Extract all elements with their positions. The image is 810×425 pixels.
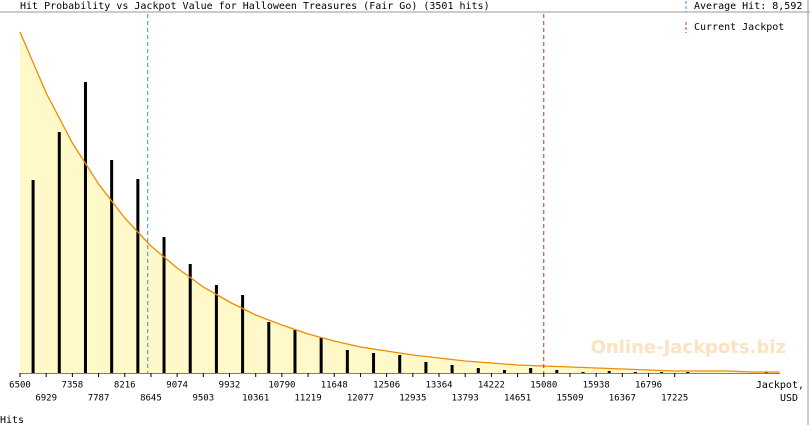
x-tick-label: 12077 bbox=[347, 394, 374, 404]
bar bbox=[686, 372, 690, 373]
x-axis-label: USD bbox=[780, 393, 798, 404]
bar bbox=[581, 372, 585, 373]
legend-label: Current Jackpot bbox=[694, 22, 784, 33]
x-tick-label: 9932 bbox=[219, 381, 241, 391]
x-tick-label: 11648 bbox=[321, 381, 348, 391]
watermark: Online-Jackpots.biz bbox=[591, 337, 786, 358]
x-tick-label: 15509 bbox=[556, 394, 583, 404]
bar bbox=[241, 295, 245, 373]
x-tick-label: 16796 bbox=[635, 381, 662, 391]
bar bbox=[83, 82, 87, 373]
x-tick-label: 6929 bbox=[35, 394, 57, 404]
x-tick-label: 13364 bbox=[425, 381, 452, 391]
x-tick-label: 15080 bbox=[530, 381, 557, 391]
bar bbox=[502, 370, 506, 373]
x-axis-label: Jackpot, bbox=[756, 380, 804, 391]
bar bbox=[214, 285, 218, 373]
bar bbox=[450, 365, 454, 373]
bar bbox=[660, 372, 664, 373]
bar bbox=[633, 372, 637, 373]
x-tick-label: 7358 bbox=[62, 381, 84, 391]
bar bbox=[188, 264, 192, 373]
bar bbox=[136, 179, 140, 373]
bar bbox=[424, 362, 428, 373]
x-tick-label: 11219 bbox=[295, 394, 322, 404]
x-tick-label: 10790 bbox=[268, 381, 295, 391]
bar bbox=[607, 371, 611, 373]
x-tick-label: 8216 bbox=[114, 381, 136, 391]
x-tick-label: 13793 bbox=[452, 394, 479, 404]
bar bbox=[372, 353, 376, 373]
x-tick-label: 7787 bbox=[88, 394, 110, 404]
bar bbox=[398, 355, 402, 373]
x-tick-label: 9503 bbox=[192, 394, 214, 404]
bar bbox=[529, 368, 533, 373]
y-axis-label: Hits bbox=[0, 415, 24, 425]
bar bbox=[31, 180, 35, 373]
bar bbox=[345, 350, 349, 373]
bar bbox=[110, 160, 114, 373]
x-tick-label: 12935 bbox=[399, 394, 426, 404]
x-tick-label: 16367 bbox=[609, 394, 636, 404]
x-tick-label: 6500 bbox=[9, 381, 31, 391]
x-tick-label: 14651 bbox=[504, 394, 531, 404]
bar bbox=[267, 322, 271, 373]
bar bbox=[293, 330, 297, 373]
x-tick-label: 12506 bbox=[373, 381, 400, 391]
chart-title: Hit Probability vs Jackpot Value for Hal… bbox=[20, 1, 490, 12]
bar bbox=[476, 368, 480, 373]
x-tick-label: 10361 bbox=[242, 394, 269, 404]
x-tick-label: 9074 bbox=[166, 381, 188, 391]
bar bbox=[319, 338, 323, 373]
legend-label: Average Hit: 8,592 bbox=[694, 1, 802, 12]
probability-area bbox=[20, 32, 780, 373]
bar bbox=[555, 370, 559, 373]
probability-line bbox=[19, 31, 780, 373]
x-tick-label: 17225 bbox=[661, 394, 688, 404]
x-tick-label: 14222 bbox=[478, 381, 505, 391]
bar bbox=[57, 132, 61, 373]
x-tick-label: 8645 bbox=[140, 394, 162, 404]
x-tick-label: 15938 bbox=[583, 381, 610, 391]
bar bbox=[162, 237, 166, 373]
